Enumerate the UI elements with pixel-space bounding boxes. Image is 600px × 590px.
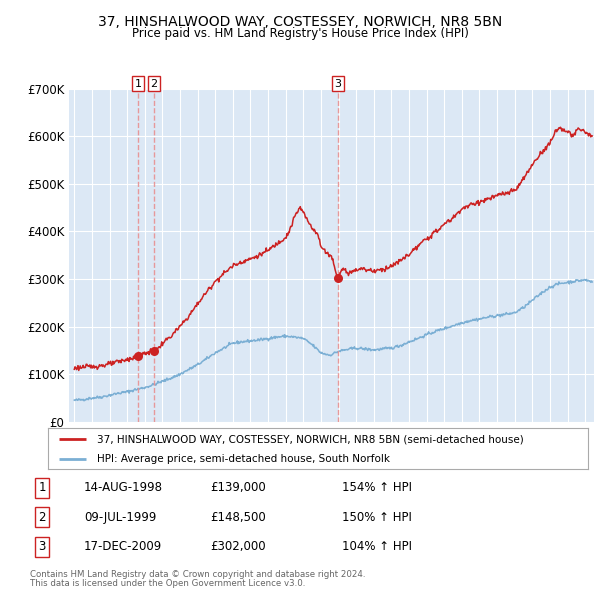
Text: 154% ↑ HPI: 154% ↑ HPI <box>342 481 412 494</box>
Text: 2: 2 <box>151 78 157 88</box>
Text: 37, HINSHALWOOD WAY, COSTESSEY, NORWICH, NR8 5BN (semi-detached house): 37, HINSHALWOOD WAY, COSTESSEY, NORWICH,… <box>97 434 523 444</box>
Text: This data is licensed under the Open Government Licence v3.0.: This data is licensed under the Open Gov… <box>30 579 305 588</box>
Text: £148,500: £148,500 <box>210 511 266 524</box>
Text: £139,000: £139,000 <box>210 481 266 494</box>
Text: 17-DEC-2009: 17-DEC-2009 <box>84 540 162 553</box>
Text: 3: 3 <box>38 540 46 553</box>
Text: HPI: Average price, semi-detached house, South Norfolk: HPI: Average price, semi-detached house,… <box>97 454 389 464</box>
Text: Contains HM Land Registry data © Crown copyright and database right 2024.: Contains HM Land Registry data © Crown c… <box>30 571 365 579</box>
Text: 1: 1 <box>38 481 46 494</box>
Text: 2: 2 <box>38 511 46 524</box>
Text: Price paid vs. HM Land Registry's House Price Index (HPI): Price paid vs. HM Land Registry's House … <box>131 27 469 40</box>
Text: 09-JUL-1999: 09-JUL-1999 <box>84 511 157 524</box>
Text: 37, HINSHALWOOD WAY, COSTESSEY, NORWICH, NR8 5BN: 37, HINSHALWOOD WAY, COSTESSEY, NORWICH,… <box>98 15 502 29</box>
Text: 150% ↑ HPI: 150% ↑ HPI <box>342 511 412 524</box>
Text: 3: 3 <box>334 78 341 88</box>
Text: 14-AUG-1998: 14-AUG-1998 <box>84 481 163 494</box>
Text: £302,000: £302,000 <box>210 540 266 553</box>
Text: 1: 1 <box>134 78 142 88</box>
Text: 104% ↑ HPI: 104% ↑ HPI <box>342 540 412 553</box>
